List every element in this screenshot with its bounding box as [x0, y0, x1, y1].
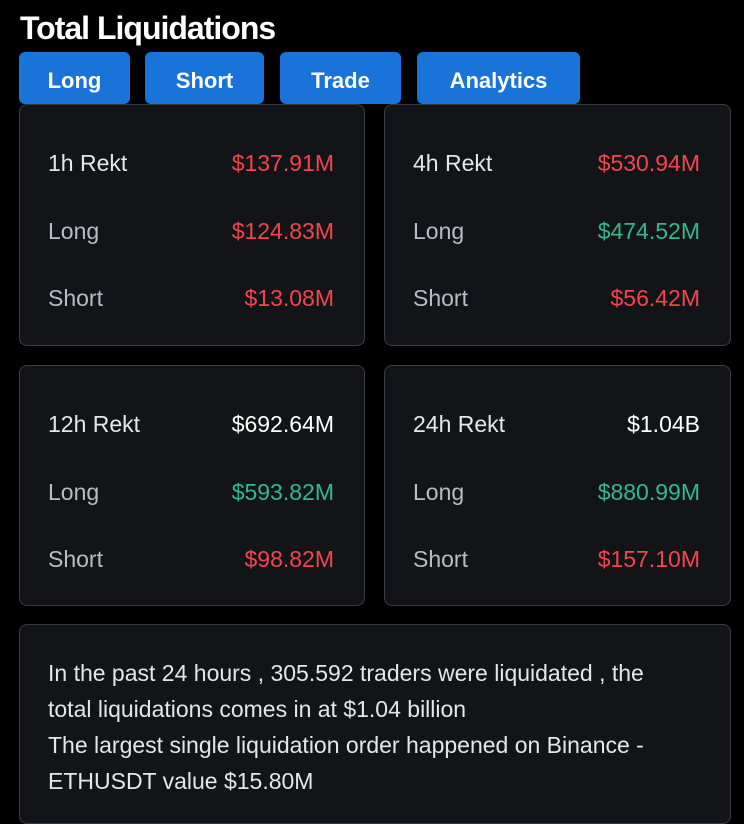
long-label: Long	[48, 218, 100, 244]
rekt-short-row: Short $56.42M	[413, 283, 700, 313]
short-value: $98.82M	[244, 546, 334, 572]
rekt-card-4h: 4h Rekt $530.94M Long $474.52M Short $56…	[384, 104, 731, 346]
rekt-title: 4h Rekt	[413, 150, 493, 176]
long-label: Long	[413, 218, 465, 244]
short-value: $56.42M	[610, 285, 700, 311]
long-label: Long	[413, 479, 465, 505]
long-value: $593.82M	[231, 479, 334, 505]
rekt-long-row: Long $593.82M	[48, 477, 334, 507]
rekt-total-row: 12h Rekt $692.64M	[48, 409, 334, 439]
long-value: $880.99M	[597, 479, 700, 505]
summary-line: In the past 24 hours , 305.592 traders w…	[48, 660, 644, 686]
rekt-long-row: Long $474.52M	[413, 216, 700, 246]
short-value: $13.08M	[244, 285, 334, 311]
summary-line: total liquidations comes in at $1.04 bil…	[48, 696, 467, 722]
rekt-title: 24h Rekt	[413, 411, 506, 437]
rekt-short-row: Short $13.08M	[48, 283, 334, 313]
tab-short[interactable]: Short	[145, 52, 264, 104]
long-label: Long	[48, 479, 100, 505]
rekt-total-value: $137.91M	[231, 150, 334, 176]
liquidation-summary-card: In the past 24 hours , 305.592 traders w…	[19, 624, 731, 824]
rekt-total-value: $530.94M	[597, 150, 700, 176]
rekt-title: 12h Rekt	[48, 411, 141, 437]
rekt-card-12h: 12h Rekt $692.64M Long $593.82M Short $9…	[19, 365, 365, 606]
tab-trade[interactable]: Trade	[280, 52, 401, 104]
rekt-short-row: Short $157.10M	[413, 544, 700, 574]
short-value: $157.10M	[597, 546, 700, 572]
summary-line: ETHUSDT value $15.80M	[48, 768, 314, 794]
rekt-total-row: 24h Rekt $1.04B	[413, 409, 700, 439]
page-title: Total Liquidations	[20, 10, 276, 46]
rekt-card-24h: 24h Rekt $1.04B Long $880.99M Short $157…	[384, 365, 731, 606]
long-value: $474.52M	[597, 218, 700, 244]
rekt-long-row: Long $880.99M	[413, 477, 700, 507]
rekt-total-row: 4h Rekt $530.94M	[413, 148, 700, 178]
rekt-total-row: 1h Rekt $137.91M	[48, 148, 334, 178]
short-label: Short	[413, 285, 468, 311]
tab-long[interactable]: Long	[19, 52, 130, 104]
rekt-short-row: Short $98.82M	[48, 544, 334, 574]
short-label: Short	[413, 546, 468, 572]
rekt-card-1h: 1h Rekt $137.91M Long $124.83M Short $13…	[19, 104, 365, 346]
long-value: $124.83M	[231, 218, 334, 244]
rekt-long-row: Long $124.83M	[48, 216, 334, 246]
rekt-total-value: $692.64M	[231, 411, 334, 437]
tab-analytics[interactable]: Analytics	[417, 52, 580, 104]
short-label: Short	[48, 546, 103, 572]
tab-bar: Long Short Trade Analytics	[0, 52, 744, 108]
summary-line: The largest single liquidation order hap…	[48, 732, 644, 758]
summary-text: In the past 24 hours , 305.592 traders w…	[48, 655, 708, 799]
short-label: Short	[48, 285, 103, 311]
rekt-total-value: $1.04B	[627, 411, 700, 437]
rekt-title: 1h Rekt	[48, 150, 128, 176]
